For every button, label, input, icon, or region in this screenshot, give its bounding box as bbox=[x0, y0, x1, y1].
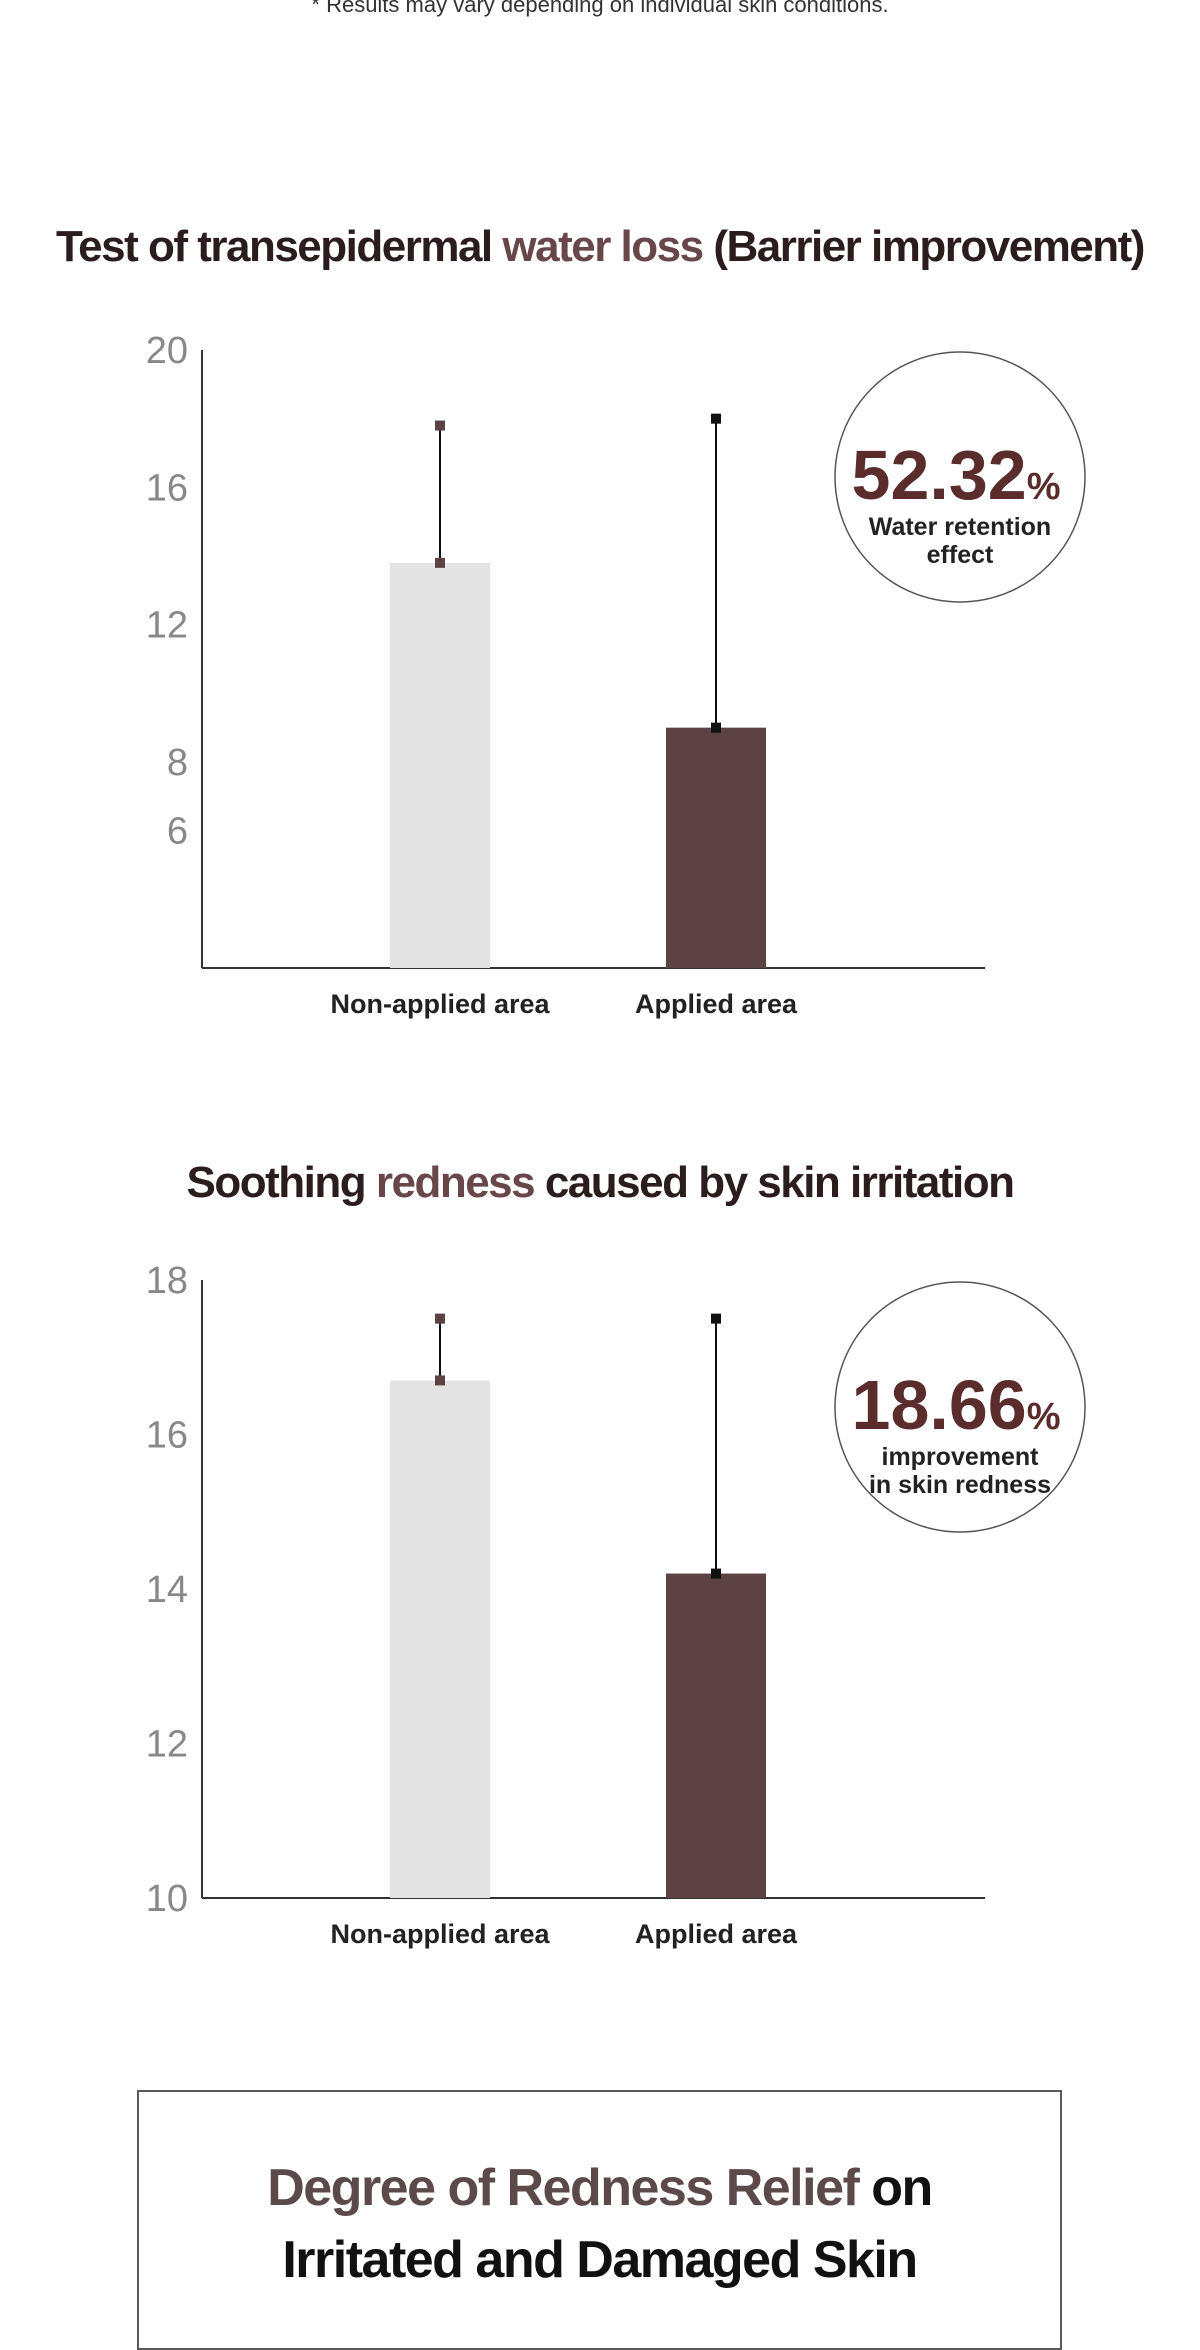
chart-2-redness-soothing: 10 12 14 16 18 Non-applied area Applied area 18… bbox=[146, 1260, 1086, 1949]
chart-1-error-cap-0 bbox=[435, 420, 445, 431]
chart-1-error-base-0 bbox=[435, 557, 445, 568]
chart-1-y-tick-20: 20 bbox=[146, 330, 188, 372]
chart-2-y-tick-14: 14 bbox=[146, 1569, 188, 1611]
chart-2-y-tick-18: 18 bbox=[146, 1260, 188, 1302]
chart-2-error-base-1 bbox=[711, 1568, 721, 1579]
chart-2-badge-value: 18.66% bbox=[852, 1366, 1061, 1444]
chart-1-title-part-1: Test of transepidermal bbox=[56, 222, 503, 271]
chart-2-y-tick-12: 12 bbox=[146, 1724, 188, 1766]
chart-2-badge-caption-1: in skin redness bbox=[869, 1471, 1051, 1499]
chart-1-y-tick-12: 12 bbox=[146, 605, 188, 647]
chart-1-y-tick-8: 8 bbox=[167, 742, 188, 784]
chart-1-y-tick-6: 6 bbox=[167, 811, 188, 853]
chart-2-y-tick-16: 16 bbox=[146, 1415, 188, 1457]
chart-1-badge-value: 52.32% bbox=[852, 436, 1061, 514]
chart-1-badge-circle bbox=[834, 351, 1086, 603]
chart-2-bar-applied bbox=[666, 1573, 766, 1898]
chart-1-category-label-0: Non-applied area bbox=[330, 989, 550, 1019]
chart-2-y-tick-10: 10 bbox=[146, 1878, 188, 1920]
chart-1-error-cap-1 bbox=[711, 413, 721, 424]
chart-1-y-tick-16: 16 bbox=[146, 467, 188, 509]
redness-relief-title-rest: on bbox=[858, 2159, 933, 2217]
disclaimer-note: * Results may vary depending on individu… bbox=[311, 0, 889, 17]
chart-1-title-part-3: (Barrier improvement) bbox=[702, 222, 1145, 271]
chart-2-title-accent: redness bbox=[375, 1158, 536, 1207]
chart-2-error-cap-0 bbox=[435, 1313, 445, 1324]
chart-2-badge-circle bbox=[834, 1281, 1086, 1533]
redness-relief-title-accent: Degree of Redness Relief bbox=[267, 2159, 860, 2217]
redness-relief-box: Degree of Redness Relief on Irritated an… bbox=[137, 2090, 1062, 2350]
chart-1-barrier-improvement: 6 8 12 16 20 Non-applied area Applied area 52.3… bbox=[146, 330, 1086, 1019]
redness-relief-title: Degree of Redness Relief on Irritated an… bbox=[139, 2152, 1060, 2296]
chart-2-badge-caption-0: improvement bbox=[882, 1443, 1040, 1471]
chart-1-badge-caption-1: effect bbox=[927, 541, 994, 569]
chart-2-category-label-0: Non-applied area bbox=[330, 1919, 550, 1949]
chart-2-title-part-3: caused by skin irritation bbox=[534, 1158, 1015, 1207]
chart-2-category-label-1: Applied area bbox=[635, 1919, 798, 1949]
chart-1-bar-applied bbox=[666, 727, 766, 968]
chart-1-title: Test of transepidermal water loss (Barri… bbox=[0, 222, 1200, 272]
chart-2-title-part-1: Soothing bbox=[186, 1158, 376, 1207]
chart-1-badge-caption-0: Water retention bbox=[869, 513, 1051, 541]
chart-1-error-base-1 bbox=[711, 722, 721, 733]
chart-2-error-cap-1 bbox=[711, 1313, 721, 1324]
chart-1-title-accent: water loss bbox=[502, 222, 704, 271]
chart-1-category-label-1: Applied area bbox=[635, 989, 798, 1019]
chart-2-error-base-0 bbox=[435, 1375, 445, 1386]
redness-relief-title-line2: Irritated and Damaged Skin bbox=[282, 2231, 918, 2289]
chart-2-bar-non-applied bbox=[390, 1380, 490, 1898]
chart-2-title: Soothing redness caused by skin irritati… bbox=[0, 1158, 1200, 1208]
chart-1-bar-non-applied bbox=[390, 562, 490, 968]
